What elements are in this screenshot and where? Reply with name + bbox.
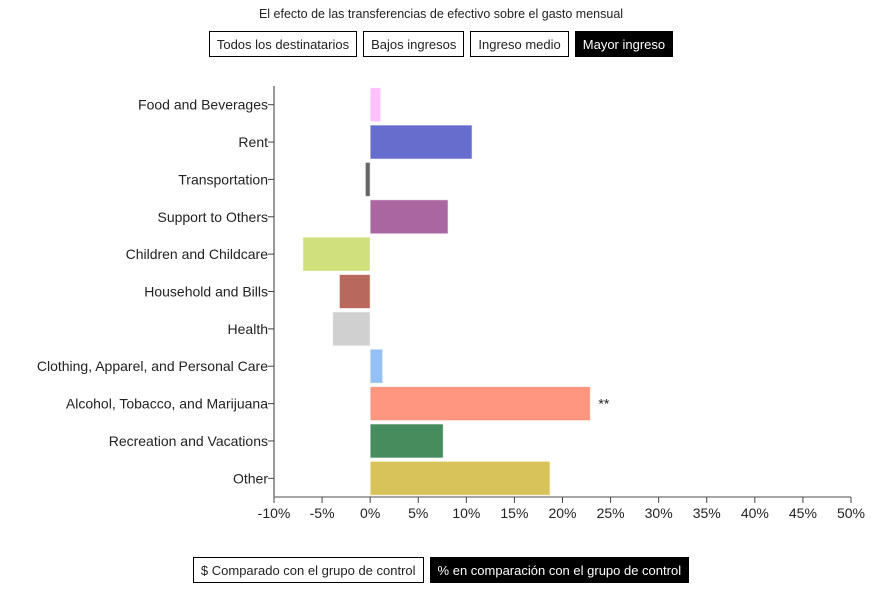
x-tick: 30% — [645, 497, 673, 521]
unit-toggle-group: $ Comparado con el grupo de control % en… — [0, 557, 882, 583]
income-filter-group: Todos los destinatarios Bajos ingresos I… — [0, 31, 882, 57]
category-label: Household and Bills — [144, 284, 268, 300]
bar-health — [332, 311, 371, 347]
y-tick: Alcohol, Tobacco, and Marijuana — [66, 396, 274, 412]
category-label: Children and Childcare — [126, 246, 269, 262]
x-tick: 35% — [693, 497, 721, 521]
filter-higher-income-button[interactable]: Mayor ingreso — [574, 31, 674, 57]
category-label: Alcohol, Tobacco, and Marijuana — [66, 396, 268, 412]
y-tick: Other — [233, 470, 274, 486]
bar-recreation-and-vacations — [369, 423, 444, 459]
x-tick: 40% — [741, 497, 769, 521]
x-tick: 25% — [597, 497, 625, 521]
x-tick: -5% — [310, 497, 335, 521]
x-tick: 5% — [408, 497, 428, 521]
x-tick: 15% — [500, 497, 528, 521]
significance-annotation: ** — [598, 396, 609, 412]
x-tick: 20% — [548, 497, 577, 521]
y-tick: Health — [228, 321, 274, 337]
dollar-mode-button[interactable]: $ Comparado con el grupo de control — [192, 557, 424, 583]
x-tick: 0% — [360, 497, 380, 521]
x-tick: 45% — [789, 497, 817, 521]
y-tick: Food and Beverages — [138, 97, 274, 113]
category-label: Support to Others — [157, 209, 268, 225]
bar-children-and-childcare — [302, 236, 371, 272]
category-label: Recreation and Vacations — [109, 433, 268, 449]
chart-title: El efecto de las transferencias de efect… — [258, 7, 624, 21]
y-tick: Recreation and Vacations — [109, 433, 274, 449]
x-tick-label: 10% — [452, 505, 480, 521]
x-tick-label: 35% — [693, 505, 721, 521]
filter-low-income-button[interactable]: Bajos ingresos — [363, 31, 465, 57]
x-tick-label: -5% — [310, 505, 335, 521]
bar-transportation — [364, 161, 371, 197]
category-label: Clothing, Apparel, and Personal Care — [37, 358, 268, 374]
y-tick: Household and Bills — [144, 284, 274, 300]
bar-alcohol-tobacco-and-marijuana — [369, 386, 591, 422]
x-tick-label: 15% — [500, 505, 528, 521]
category-label: Health — [228, 321, 268, 337]
x-tick-label: 40% — [741, 505, 769, 521]
category-label: Transportation — [178, 171, 268, 187]
category-label: Food and Beverages — [138, 97, 268, 113]
x-tick-label: 20% — [548, 505, 576, 521]
x-tick: 50% — [837, 497, 865, 521]
x-tick-label: 5% — [408, 505, 428, 521]
y-tick: Clothing, Apparel, and Personal Care — [37, 358, 274, 374]
x-tick-label: 25% — [597, 505, 625, 521]
bar-clothing-apparel-and-personal-care — [369, 348, 384, 384]
filter-all-recipients-button[interactable]: Todos los destinatarios — [208, 31, 358, 57]
x-tick-label: -10% — [258, 505, 291, 521]
bar-household-and-bills — [338, 274, 371, 309]
category-label: Other — [233, 470, 268, 486]
bar-support-to-others — [369, 199, 449, 235]
x-tick: -10% — [258, 497, 291, 521]
x-tick: 10% — [452, 497, 480, 521]
filter-middle-income-button[interactable]: Ingreso medio — [470, 31, 569, 57]
x-tick-label: 0% — [360, 505, 380, 521]
y-tick: Rent — [238, 134, 274, 150]
bar-rent — [369, 124, 473, 160]
y-tick: Support to Others — [157, 209, 274, 225]
bar-other — [369, 460, 551, 496]
x-tick-label: 45% — [789, 505, 817, 521]
y-tick: Transportation — [178, 171, 274, 187]
x-tick-label: 30% — [645, 505, 673, 521]
bar-food-and-beverages — [369, 87, 382, 123]
y-tick: Children and Childcare — [126, 246, 274, 262]
category-label: Rent — [238, 134, 268, 150]
x-tick-label: 50% — [837, 505, 865, 521]
percent-mode-button[interactable]: % en comparación con el grupo de control — [429, 557, 690, 583]
